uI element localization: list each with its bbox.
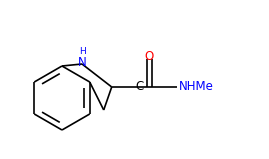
Text: N: N [78, 55, 86, 69]
Text: C: C [136, 80, 144, 93]
Text: NHMe: NHMe [179, 80, 214, 93]
Text: H: H [79, 48, 85, 56]
Text: O: O [144, 51, 153, 63]
